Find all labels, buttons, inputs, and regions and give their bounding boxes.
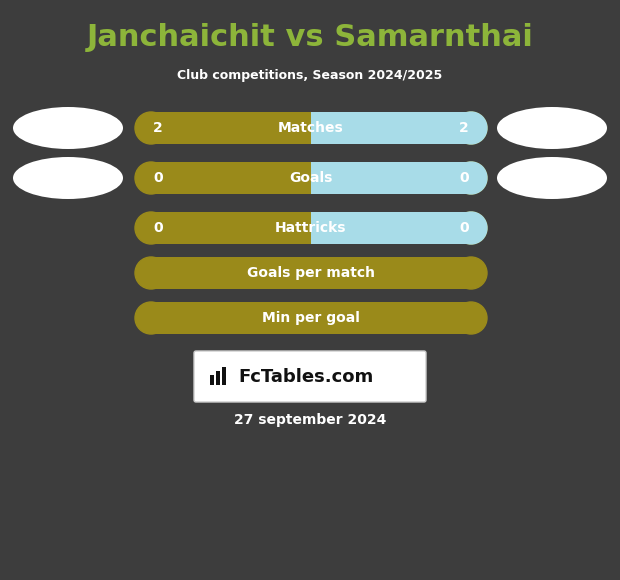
Text: 0: 0 (459, 171, 469, 185)
Text: Min per goal: Min per goal (262, 311, 360, 325)
Text: Hattricks: Hattricks (275, 221, 347, 235)
Circle shape (455, 257, 487, 289)
FancyBboxPatch shape (216, 371, 220, 385)
Circle shape (455, 162, 487, 194)
FancyBboxPatch shape (151, 302, 471, 334)
FancyBboxPatch shape (151, 112, 471, 144)
Text: 0: 0 (459, 221, 469, 235)
Circle shape (135, 112, 167, 144)
Text: 0: 0 (153, 221, 162, 235)
FancyBboxPatch shape (210, 375, 214, 385)
FancyBboxPatch shape (194, 351, 426, 402)
Circle shape (455, 112, 487, 144)
Circle shape (455, 212, 487, 244)
Circle shape (455, 112, 487, 144)
Ellipse shape (497, 107, 607, 149)
Text: FcTables.com: FcTables.com (238, 368, 373, 386)
Ellipse shape (497, 157, 607, 199)
FancyBboxPatch shape (222, 367, 226, 385)
FancyBboxPatch shape (151, 257, 471, 289)
FancyBboxPatch shape (311, 212, 471, 244)
Circle shape (455, 212, 487, 244)
Ellipse shape (13, 157, 123, 199)
FancyBboxPatch shape (311, 112, 471, 144)
Text: Goals: Goals (290, 171, 333, 185)
Ellipse shape (13, 107, 123, 149)
Text: Janchaichit vs Samarnthai: Janchaichit vs Samarnthai (87, 24, 533, 53)
Circle shape (135, 162, 167, 194)
Text: 27 september 2024: 27 september 2024 (234, 413, 386, 427)
Circle shape (455, 302, 487, 334)
Text: Goals per match: Goals per match (247, 266, 375, 280)
Text: Club competitions, Season 2024/2025: Club competitions, Season 2024/2025 (177, 68, 443, 82)
FancyBboxPatch shape (151, 162, 471, 194)
Text: 2: 2 (459, 121, 469, 135)
Text: Matches: Matches (278, 121, 344, 135)
Text: 0: 0 (153, 171, 162, 185)
Circle shape (135, 212, 167, 244)
Text: 2: 2 (153, 121, 162, 135)
Circle shape (135, 257, 167, 289)
FancyBboxPatch shape (151, 212, 471, 244)
FancyBboxPatch shape (311, 162, 471, 194)
Circle shape (135, 302, 167, 334)
Circle shape (455, 162, 487, 194)
